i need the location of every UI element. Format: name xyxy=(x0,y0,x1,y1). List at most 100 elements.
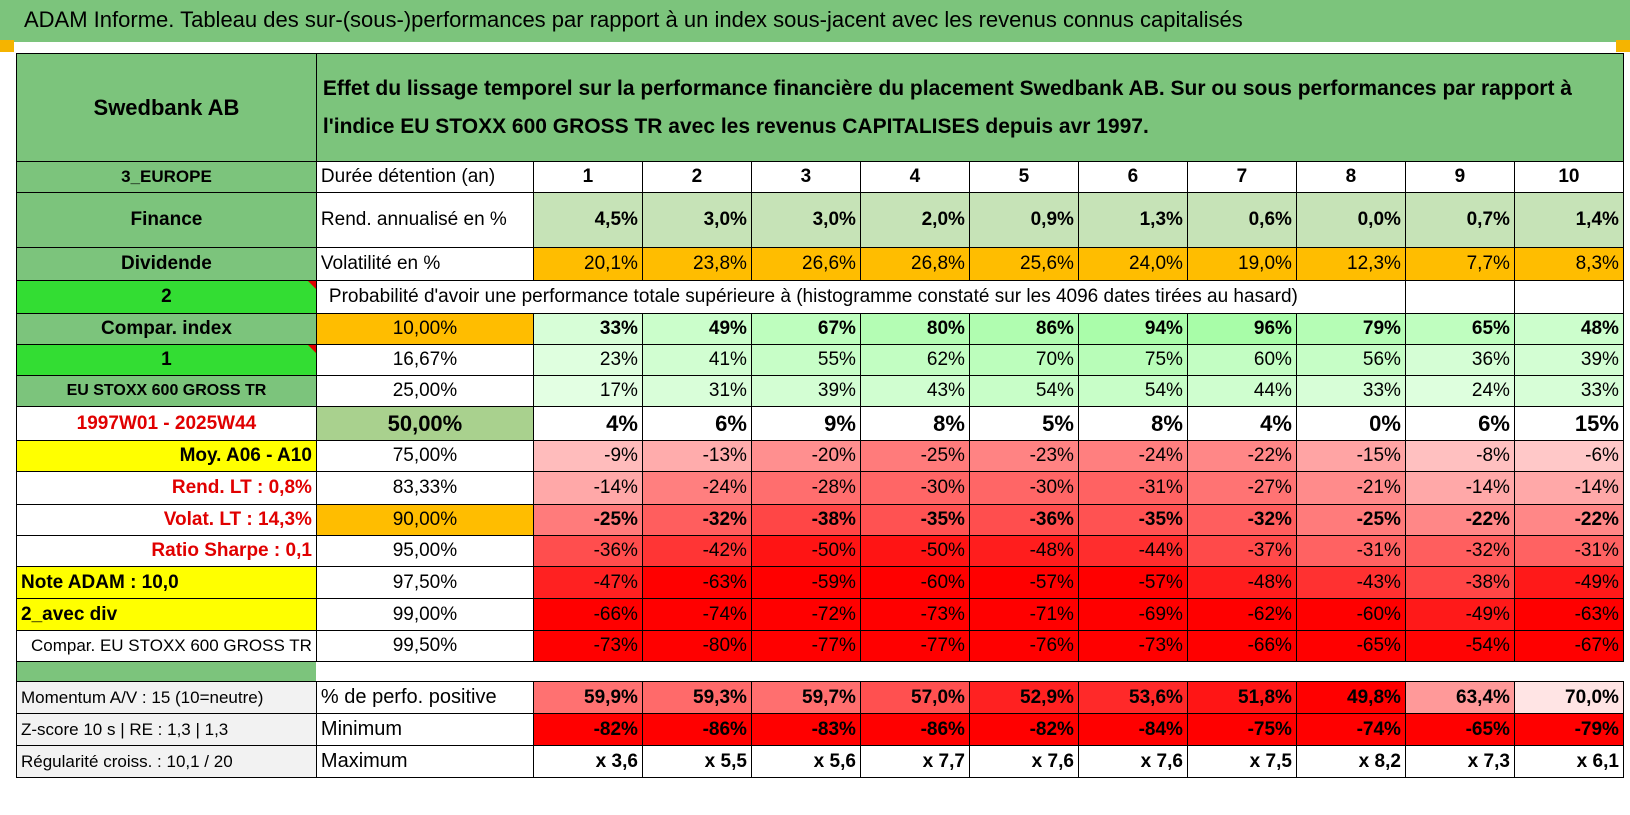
prob-value: -71% xyxy=(968,598,1079,631)
prob-value: 4% xyxy=(1186,406,1297,441)
year-header-1: 1 xyxy=(532,161,643,193)
prob-value: -22% xyxy=(1186,440,1297,472)
rend-value-10: 1,4% xyxy=(1513,192,1624,248)
positive-value: 63,4% xyxy=(1404,681,1515,714)
prob-row: Compar. EU STOXX 600 GROSS TR 99,50% -73% -… xyxy=(16,630,1624,662)
prob-value: -15% xyxy=(1295,440,1406,472)
prob-value: 60% xyxy=(1186,344,1297,376)
maximum-value: x 3,6 xyxy=(532,745,643,778)
zscore-label: Z-score 10 s | RE : 1,3 | 1,3 xyxy=(16,713,317,746)
prob-value: -67% xyxy=(1513,630,1624,662)
index-name: EU STOXX 600 GROSS TR xyxy=(16,375,317,407)
compar-index-label: Compar. index xyxy=(16,313,317,345)
year-header-9: 9 xyxy=(1404,161,1515,193)
threshold-pct: 90,00% xyxy=(315,504,534,536)
prob-value: -25% xyxy=(859,440,970,472)
spacer-green xyxy=(16,661,317,682)
type-label: Dividende xyxy=(16,247,317,281)
prob-value: 54% xyxy=(968,375,1079,407)
prob-value: 36% xyxy=(1404,344,1515,376)
prob-value: -24% xyxy=(1077,440,1188,472)
rend-value-5: 0,9% xyxy=(968,192,1079,248)
rend-value-8: 0,0% xyxy=(1295,192,1406,248)
prob-value: 24% xyxy=(1404,375,1515,407)
summary-row-positive: Momentum A/V : 15 (10=neutre)% de perfo.… xyxy=(16,681,1624,714)
prob-value: -54% xyxy=(1404,630,1515,662)
positive-label: % de perfo. positive xyxy=(315,681,534,714)
prob-value: 86% xyxy=(968,313,1079,345)
prob-value: -23% xyxy=(968,440,1079,472)
prob-row: Rend. LT : 0,8% 83,33% -14% -24% -28% -30% -30… xyxy=(16,471,1624,505)
prob-value: 8% xyxy=(1077,406,1188,441)
maximum-value: x 7,6 xyxy=(968,745,1079,778)
avec-div: 2_avec div xyxy=(16,598,317,631)
prob-value: -22% xyxy=(1404,504,1515,536)
prob-value: -57% xyxy=(968,566,1079,599)
prob-value: -35% xyxy=(859,504,970,536)
momentum-label: Momentum A/V : 15 (10=neutre) xyxy=(16,681,317,714)
prob-value: -9% xyxy=(532,440,643,472)
prob-value: -14% xyxy=(1513,471,1624,505)
prob-value: -28% xyxy=(750,471,861,505)
prob-value: 49% xyxy=(641,313,752,345)
rend-value-9: 0,7% xyxy=(1404,192,1515,248)
description: Effet du lissage temporel sur la perform… xyxy=(315,53,1624,162)
prob-value: 23% xyxy=(532,344,643,376)
summary-row-minimum: Z-score 10 s | RE : 1,3 | 1,3 Minimum -82%… xyxy=(16,713,1624,746)
prob-blank-10 xyxy=(1513,280,1624,314)
prob-value: -27% xyxy=(1186,471,1297,505)
prob-value: -38% xyxy=(1404,566,1515,599)
vol-value-1: 20,1% xyxy=(532,247,643,281)
minimum-value: -86% xyxy=(859,713,970,746)
minimum-value: -79% xyxy=(1513,713,1624,746)
prob-value: -13% xyxy=(641,440,752,472)
maximum-value: x 7,5 xyxy=(1186,745,1297,778)
year-header-6: 6 xyxy=(1077,161,1188,193)
spacer-row xyxy=(16,661,1624,682)
prob-value: 44% xyxy=(1186,375,1297,407)
prob-value: 33% xyxy=(1513,375,1624,407)
year-header-8: 8 xyxy=(1295,161,1406,193)
year-header-7: 7 xyxy=(1186,161,1297,193)
prob-value: 67% xyxy=(750,313,861,345)
prob-value: -31% xyxy=(1077,471,1188,505)
prob-blank-9 xyxy=(1404,280,1515,314)
prob-value: 4% xyxy=(532,406,643,441)
prob-value: 39% xyxy=(750,375,861,407)
threshold-pct: 95,00% xyxy=(315,535,534,567)
maximum-value: x 7,7 xyxy=(859,745,970,778)
prob-value: -43% xyxy=(1295,566,1406,599)
maximum-label: Maximum xyxy=(315,745,534,778)
vol-value-3: 26,6% xyxy=(750,247,861,281)
asset-name: Swedbank AB xyxy=(16,53,317,162)
sector-label: Finance xyxy=(16,192,317,248)
prob-value: -66% xyxy=(1186,630,1297,662)
prob-value: -14% xyxy=(532,471,643,505)
prob-value: 33% xyxy=(532,313,643,345)
prob-value: -44% xyxy=(1077,535,1188,567)
minimum-value: -84% xyxy=(1077,713,1188,746)
prob-row: Compar. index 10,00% 33% 49% 67% 80% 86% 94% 96%… xyxy=(16,313,1624,345)
prob-value: 39% xyxy=(1513,344,1624,376)
prob-value: -69% xyxy=(1077,598,1188,631)
prob-value: -59% xyxy=(750,566,861,599)
threshold-pct: 25,00% xyxy=(315,375,534,407)
prob-value: -32% xyxy=(1186,504,1297,536)
param-2: 2 xyxy=(16,280,317,314)
prob-value: -6% xyxy=(1513,440,1624,472)
report-title: ADAM Informe. Tableau des sur-(sous-)per… xyxy=(24,7,1243,32)
positive-value: 59,3% xyxy=(641,681,752,714)
threshold-pct: 97,50% xyxy=(315,566,534,599)
prob-row: 2_avec div 99,00% -66% -74% -72% -73% -71% -69%… xyxy=(16,598,1624,631)
year-header-5: 5 xyxy=(968,161,1079,193)
prob-value: -47% xyxy=(532,566,643,599)
prob-value: 80% xyxy=(859,313,970,345)
prob-value: 31% xyxy=(641,375,752,407)
prob-value: -72% xyxy=(750,598,861,631)
prob-value: 79% xyxy=(1295,313,1406,345)
report-title-bar: ADAM Informe. Tableau des sur-(sous-)per… xyxy=(0,0,1630,42)
prob-value: -22% xyxy=(1513,504,1624,536)
prob-value: -48% xyxy=(1186,566,1297,599)
prob-value: 15% xyxy=(1513,406,1624,441)
threshold-pct: 16,67% xyxy=(315,344,534,376)
